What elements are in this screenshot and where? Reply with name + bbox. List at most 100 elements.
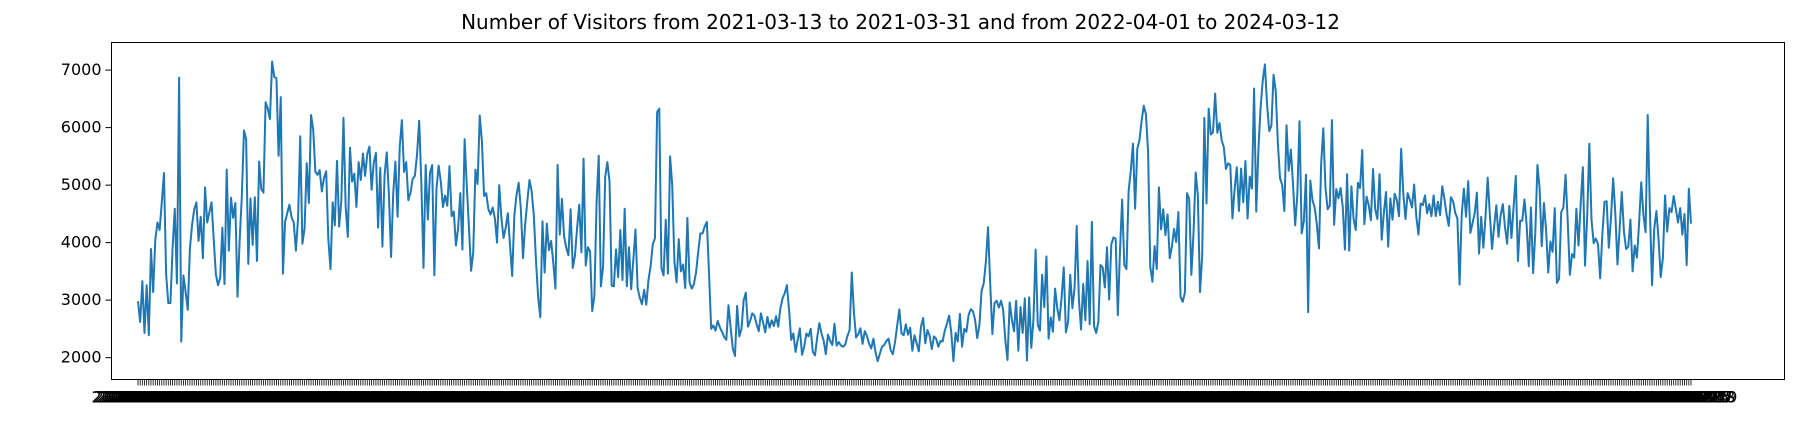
x-tick-label: 2024-02-29: [1645, 388, 1738, 407]
x-tick-label: 2023-07-30: [1182, 388, 1275, 407]
x-tick-label: 2023-10-20: [1359, 388, 1452, 407]
x-tick-label: 2024-01-14: [1545, 388, 1638, 407]
x-tick-label: 2021-03-22: [111, 388, 204, 407]
x-tick-label: 2022-04-15: [163, 388, 256, 407]
x-tick-label: 2022-08-11: [418, 388, 511, 407]
x-tick-label: 2022-04-18: [169, 388, 262, 407]
y-tick-label: 5000: [61, 175, 102, 194]
x-tick-label: 2022-05-25: [249, 388, 342, 407]
x-tick-label: 2023-12-26: [1504, 388, 1597, 407]
x-tick-label: 2022-08-08: [412, 388, 505, 407]
x-tick-label: 2023-01-18: [764, 388, 857, 407]
x-tick-label: 2022-04-08: [148, 388, 241, 407]
x-tick-label: 2024-02-16: [1616, 388, 1709, 407]
x-tick-label: 2021-03-28: [124, 388, 217, 407]
x-tick-label: 2023-08-01: [1186, 388, 1279, 407]
x-tick-label: 2024-02-06: [1595, 388, 1688, 407]
x-tick-label: 2023-08-29: [1247, 388, 1340, 407]
x-tick-label: 2022-10-16: [561, 388, 654, 407]
x-tick-label: 2023-12-16: [1482, 388, 1575, 407]
visitors-series-line: [137, 60, 1692, 363]
x-tick-label: 2022-07-09: [347, 388, 440, 407]
x-tick-label: 2023-09-27: [1309, 388, 1402, 407]
x-tick-label: 2023-06-24: [1104, 388, 1197, 407]
x-tick-label: 2022-06-08: [280, 388, 373, 407]
x-tick-label: 2023-10-05: [1327, 388, 1420, 407]
x-tick-label: 2023-07-04: [1125, 388, 1218, 407]
x-tick-label: 2022-09-22: [509, 388, 602, 407]
x-tick-label: 2023-04-17: [957, 388, 1050, 407]
x-tick-label: 2022-12-16: [693, 388, 786, 407]
x-tick-label: 2024-02-09: [1601, 388, 1694, 407]
x-tick-label: 2022-05-12: [221, 388, 314, 407]
x-tick-label: 2022-08-04: [403, 388, 496, 407]
x-tick-label: 2023-03-17: [890, 388, 983, 407]
x-tick-label: 2023-02-26: [849, 388, 942, 407]
x-tick-label: 2023-05-19: [1026, 388, 1119, 407]
x-tick-label: 2023-11-02: [1387, 388, 1480, 407]
x-tick-label: 2022-06-16: [297, 388, 390, 407]
x-tick-label: 2022-05-18: [234, 388, 327, 407]
x-tick-label: 2022-10-27: [585, 388, 678, 407]
x-tick-label: 2022-12-28: [719, 388, 812, 407]
x-tick-label: 2023-04-10: [942, 388, 1035, 407]
x-tick-label: 2022-09-12: [487, 388, 580, 407]
x-tick-label: 2024-02-03: [1588, 388, 1681, 407]
x-tick-label: 2022-07-19: [368, 388, 461, 407]
x-tick-label: 2024-01-05: [1526, 388, 1619, 407]
x-tick-label: 2022-05-01: [197, 388, 290, 407]
x-tick-label: 2023-07-25: [1171, 388, 1264, 407]
x-tick-label: 2022-04-05: [141, 388, 234, 407]
x-tick-label: 2022-11-05: [604, 388, 697, 407]
x-tick-label: 2022-11-23: [643, 388, 736, 407]
x-tick-label: 2024-02-13: [1610, 388, 1703, 407]
x-tick-label: 2022-09-11: [485, 388, 578, 407]
x-tick-label: 2023-07-23: [1166, 388, 1259, 407]
x-tick-label: 2023-05-09: [1004, 388, 1097, 407]
x-tick-label: 2023-01-23: [775, 388, 868, 407]
x-tick-label: 2023-07-14: [1147, 388, 1240, 407]
x-tick-label: 2022-07-21: [373, 388, 466, 407]
x-tick-label: 2023-12-03: [1454, 388, 1547, 407]
x-tick-label: 2022-09-10: [483, 388, 576, 407]
x-tick-label: 2022-04-01: [133, 388, 226, 407]
x-tick-label: 2023-07-15: [1149, 388, 1242, 407]
x-tick-label: 2023-12-05: [1458, 388, 1551, 407]
x-tick-label: 2023-06-07: [1067, 388, 1160, 407]
x-tick-label: 2022-09-03: [468, 388, 561, 407]
x-tick-label: 2024-01-18: [1554, 388, 1647, 407]
x-tick-label: 2023-12-09: [1467, 388, 1560, 407]
x-tick-label: 2022-07-01: [329, 388, 422, 407]
x-tick-label: 2023-01-02: [730, 388, 823, 407]
x-tick-label: 2023-05-30: [1050, 388, 1143, 407]
x-tick-label: 2022-06-07: [278, 388, 371, 407]
x-tick-label: 2023-01-26: [781, 388, 874, 407]
x-tick-label: 2022-11-07: [608, 388, 701, 407]
x-tick-label: 2023-05-17: [1022, 388, 1115, 407]
x-tick-label: 2021-03-27: [122, 388, 215, 407]
x-tick-label: 2022-06-29: [325, 388, 418, 407]
x-tick-label: 2023-08-30: [1249, 388, 1342, 407]
x-tick-label: 2023-09-14: [1281, 388, 1374, 407]
x-tick-label: 2022-08-18: [433, 388, 526, 407]
x-tick-label: 2022-12-03: [665, 388, 758, 407]
x-tick-label: 2023-05-15: [1017, 388, 1110, 407]
x-tick-label: 2023-05-27: [1043, 388, 1136, 407]
x-tick-label: 2023-04-08: [937, 388, 1030, 407]
x-tick-label: 2022-09-26: [518, 388, 611, 407]
x-tick-label: 2023-10-09: [1335, 388, 1428, 407]
x-tick-label: 2023-11-08: [1400, 388, 1493, 407]
x-tick-label: 2023-12-11: [1471, 388, 1564, 407]
x-tick-label: 2022-07-03: [334, 388, 427, 407]
x-tick-label: 2022-10-07: [541, 388, 634, 407]
x-tick-label: 2023-10-19: [1357, 388, 1450, 407]
x-tick-label: 2022-09-16: [496, 388, 589, 407]
x-tick-label: 2022-05-28: [256, 388, 349, 407]
x-tick-label: 2023-03-22: [900, 388, 993, 407]
x-tick-label: 2023-11-07: [1398, 388, 1491, 407]
x-tick-label: 2023-06-05: [1063, 388, 1156, 407]
x-tick-label: 2023-10-06: [1329, 388, 1422, 407]
x-tick-label: 2023-11-06: [1396, 388, 1489, 407]
x-tick-label: 2022-07-28: [388, 388, 481, 407]
